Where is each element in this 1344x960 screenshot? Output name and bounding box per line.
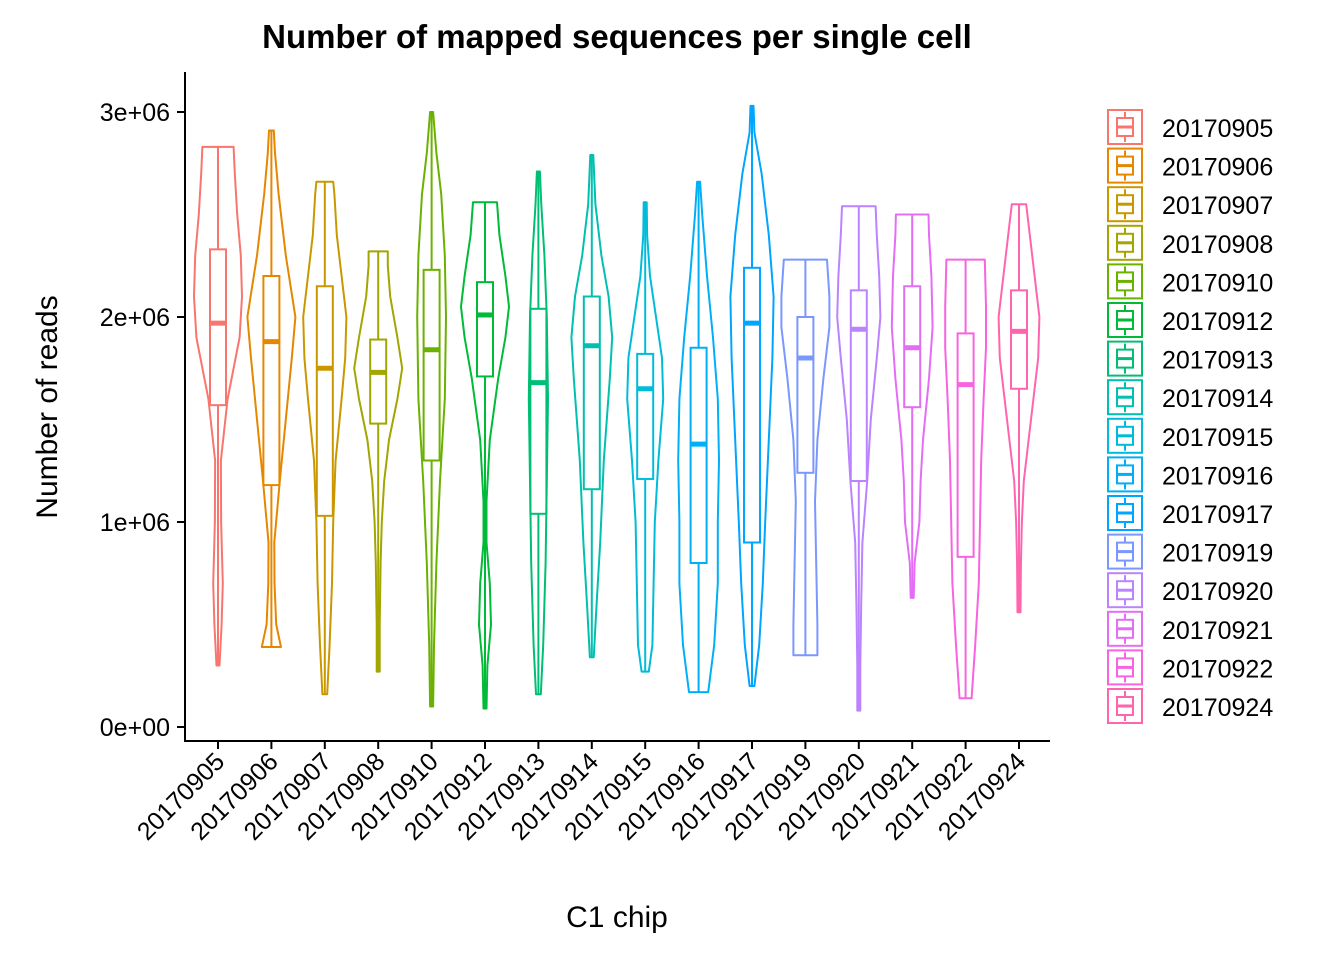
violin-20170924 (997, 203, 1041, 614)
legend-label: 20170912 (1162, 308, 1273, 336)
x-axis-ticks: 2017090520170906201709072017090820170910… (132, 741, 1031, 846)
x-axis-title: C1 chip (566, 901, 668, 934)
violin-group (780, 258, 831, 657)
violin-20170922 (944, 258, 987, 700)
violin-group (944, 258, 987, 700)
legend-label: 20170924 (1162, 694, 1273, 722)
violin-20170910 (416, 111, 447, 708)
box-20170917 (743, 266, 761, 544)
box-20170913 (529, 307, 548, 515)
violin-group (302, 180, 348, 696)
y-tick-label: 2e+06 (100, 304, 170, 332)
legend-item: 20170908 (1107, 224, 1273, 261)
legend-item: 20170910 (1107, 263, 1273, 300)
violin-20170905 (193, 145, 243, 667)
legend-label: 20170915 (1162, 424, 1273, 452)
legend-item: 20170914 (1107, 379, 1273, 416)
box-20170912 (476, 281, 494, 378)
box-20170920 (849, 289, 868, 482)
violin-group (997, 203, 1041, 614)
legend-label: 20170907 (1162, 192, 1273, 220)
violin-group (460, 201, 510, 710)
legend-item: 20170917 (1107, 495, 1273, 531)
violin-20170908 (353, 250, 404, 673)
legend-label: 20170910 (1162, 269, 1273, 297)
legend-item: 20170919 (1107, 533, 1273, 570)
box-20170905 (209, 248, 227, 407)
y-tick-label: 3e+06 (100, 99, 170, 127)
legend-item: 20170921 (1107, 610, 1273, 647)
legend-item: 20170916 (1107, 456, 1273, 493)
legend-item: 20170905 (1107, 109, 1273, 145)
box-20170907 (315, 285, 334, 517)
violin-group (890, 213, 934, 599)
legend-label: 20170920 (1162, 578, 1273, 606)
legend-label: 20170917 (1162, 501, 1273, 529)
violin-group (677, 180, 720, 694)
legend-item: 20170924 (1107, 688, 1273, 724)
legend-item: 20170906 (1107, 147, 1273, 184)
violin-20170919 (780, 258, 831, 657)
violin-group (353, 250, 404, 673)
violin-group (729, 104, 775, 687)
legend: 20170905 20170906 20170907 20170908 20170910… (1107, 109, 1273, 724)
box-20170906 (262, 275, 281, 487)
y-tick-label: 1e+06 (100, 509, 170, 537)
violin-20170914 (570, 154, 614, 659)
box-20170922 (956, 332, 975, 558)
violin-group (246, 129, 297, 649)
y-tick-label: 0e+00 (100, 714, 170, 742)
box-20170919 (796, 316, 815, 474)
legend-item: 20170913 (1107, 340, 1273, 377)
legend-item: 20170912 (1107, 302, 1273, 338)
legend-label: 20170913 (1162, 347, 1273, 375)
legend-item: 20170920 (1107, 572, 1273, 609)
violin-20170912 (460, 201, 510, 710)
legend-label: 20170914 (1162, 385, 1273, 413)
violin-20170921 (890, 213, 934, 599)
legend-label: 20170916 (1162, 462, 1273, 490)
box-20170914 (582, 295, 601, 491)
y-axis-ticks: 0e+00 1e+06 2e+06 3e+06 (100, 99, 185, 742)
violin-group (416, 111, 447, 708)
box-20170908 (369, 338, 388, 425)
box-20170910 (422, 268, 441, 462)
legend-label: 20170922 (1162, 655, 1273, 683)
legend-label: 20170908 (1162, 231, 1273, 259)
violin-20170920 (836, 205, 882, 712)
y-axis-title: Number of reads (31, 295, 64, 518)
box-20170915 (636, 352, 655, 480)
legend-label: 20170905 (1162, 115, 1273, 143)
violin-group (570, 154, 614, 659)
legend-label: 20170906 (1162, 154, 1273, 182)
legend-item: 20170922 (1107, 649, 1273, 686)
violin-20170916 (677, 180, 720, 694)
violin-group (626, 201, 665, 673)
chart-title: Number of mapped sequences per single ce… (262, 18, 972, 55)
legend-label: 20170919 (1162, 540, 1273, 568)
plot-area (193, 104, 1041, 712)
violin-20170915 (626, 201, 665, 673)
box-20170916 (689, 346, 708, 564)
violin-20170917 (729, 104, 775, 687)
violin-group (527, 170, 549, 696)
legend-item: 20170907 (1107, 186, 1273, 223)
legend-item: 20170915 (1107, 417, 1273, 454)
box-20170924 (1010, 289, 1028, 390)
violin-group (836, 205, 882, 712)
legend-label: 20170921 (1162, 617, 1273, 645)
violin-20170907 (302, 180, 348, 696)
violin-group (193, 145, 243, 667)
